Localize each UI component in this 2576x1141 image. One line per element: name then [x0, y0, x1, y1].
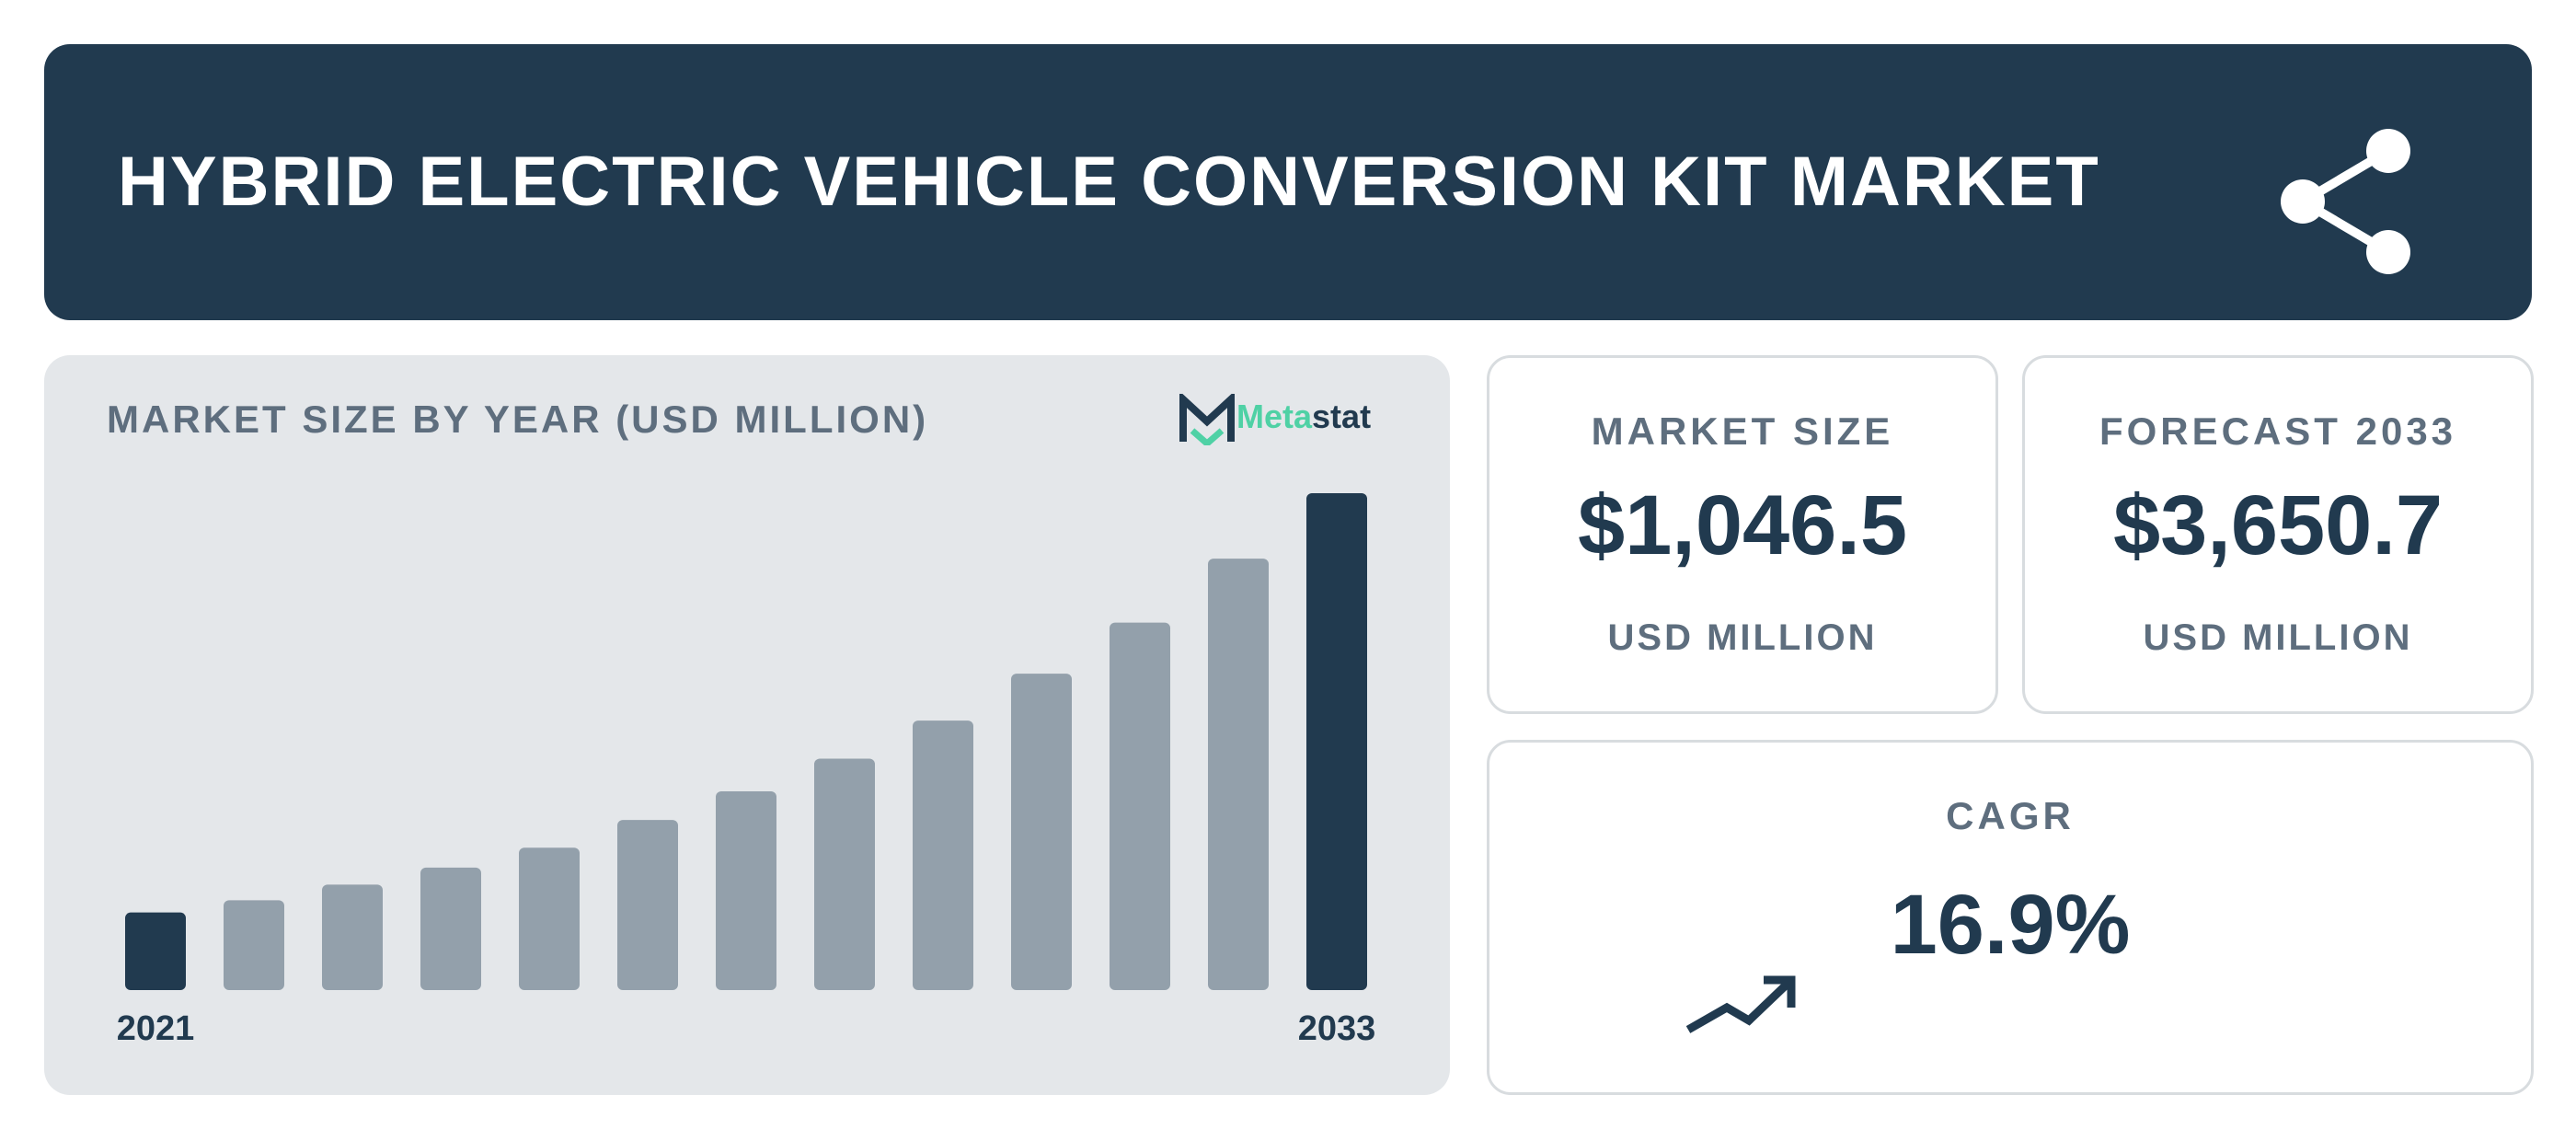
- cagr-label: CAGR: [1946, 794, 2075, 837]
- trending-up-icon: [1685, 975, 1796, 1033]
- bar-2024: [420, 867, 481, 990]
- bar-2029: [913, 720, 973, 990]
- forecast-label: FORECAST 2033: [2099, 409, 2457, 453]
- page-title: HYBRID ELECTRIC VEHICLE CONVERSION KIT M…: [118, 143, 2100, 221]
- bar-2028: [814, 758, 875, 990]
- bar-chart: 2021 2033: [117, 493, 1376, 1048]
- bar-2030: [1011, 674, 1072, 990]
- x-tick-label-2033: 2033: [1298, 1009, 1376, 1048]
- chart-panel: MARKET SIZE BY YEAR (USD MILLION) Metast…: [44, 355, 1450, 1095]
- metastat-logo: Metastat: [1179, 390, 1409, 448]
- forecast-unit: USD MILLION: [2143, 617, 2413, 658]
- logo-wordmark: Metastat: [1236, 398, 1372, 435]
- bar-2033: [1306, 493, 1367, 990]
- market-size-unit: USD MILLION: [1607, 617, 1878, 658]
- share-icon[interactable]: [2271, 123, 2445, 280]
- forecast-card: FORECAST 2033 $3,650.7 USD MILLION: [2022, 355, 2534, 714]
- bar-2027: [716, 791, 776, 990]
- bar-2026: [617, 820, 678, 990]
- bar-2032: [1208, 559, 1269, 990]
- market-size-value: $1,046.5: [1577, 478, 1908, 572]
- bar-2022: [224, 900, 284, 990]
- chart-title: MARKET SIZE BY YEAR (USD MILLION): [107, 398, 929, 441]
- market-size-card: MARKET SIZE $1,046.5 USD MILLION: [1487, 355, 1998, 714]
- bar-2031: [1110, 622, 1170, 990]
- cagr-value: 16.9%: [1890, 878, 2131, 972]
- cagr-card: CAGR 16.9%: [1487, 740, 2534, 1095]
- bar-2021: [125, 912, 186, 990]
- x-tick-label-2021: 2021: [117, 1009, 195, 1048]
- market-size-label: MARKET SIZE: [1591, 409, 1894, 453]
- metastat-logo-icon: [1179, 390, 1235, 448]
- bar-2025: [519, 847, 580, 990]
- bar-2023: [322, 884, 383, 990]
- header-banner: HYBRID ELECTRIC VEHICLE CONVERSION KIT M…: [44, 44, 2532, 320]
- forecast-value: $3,650.7: [2112, 478, 2444, 572]
